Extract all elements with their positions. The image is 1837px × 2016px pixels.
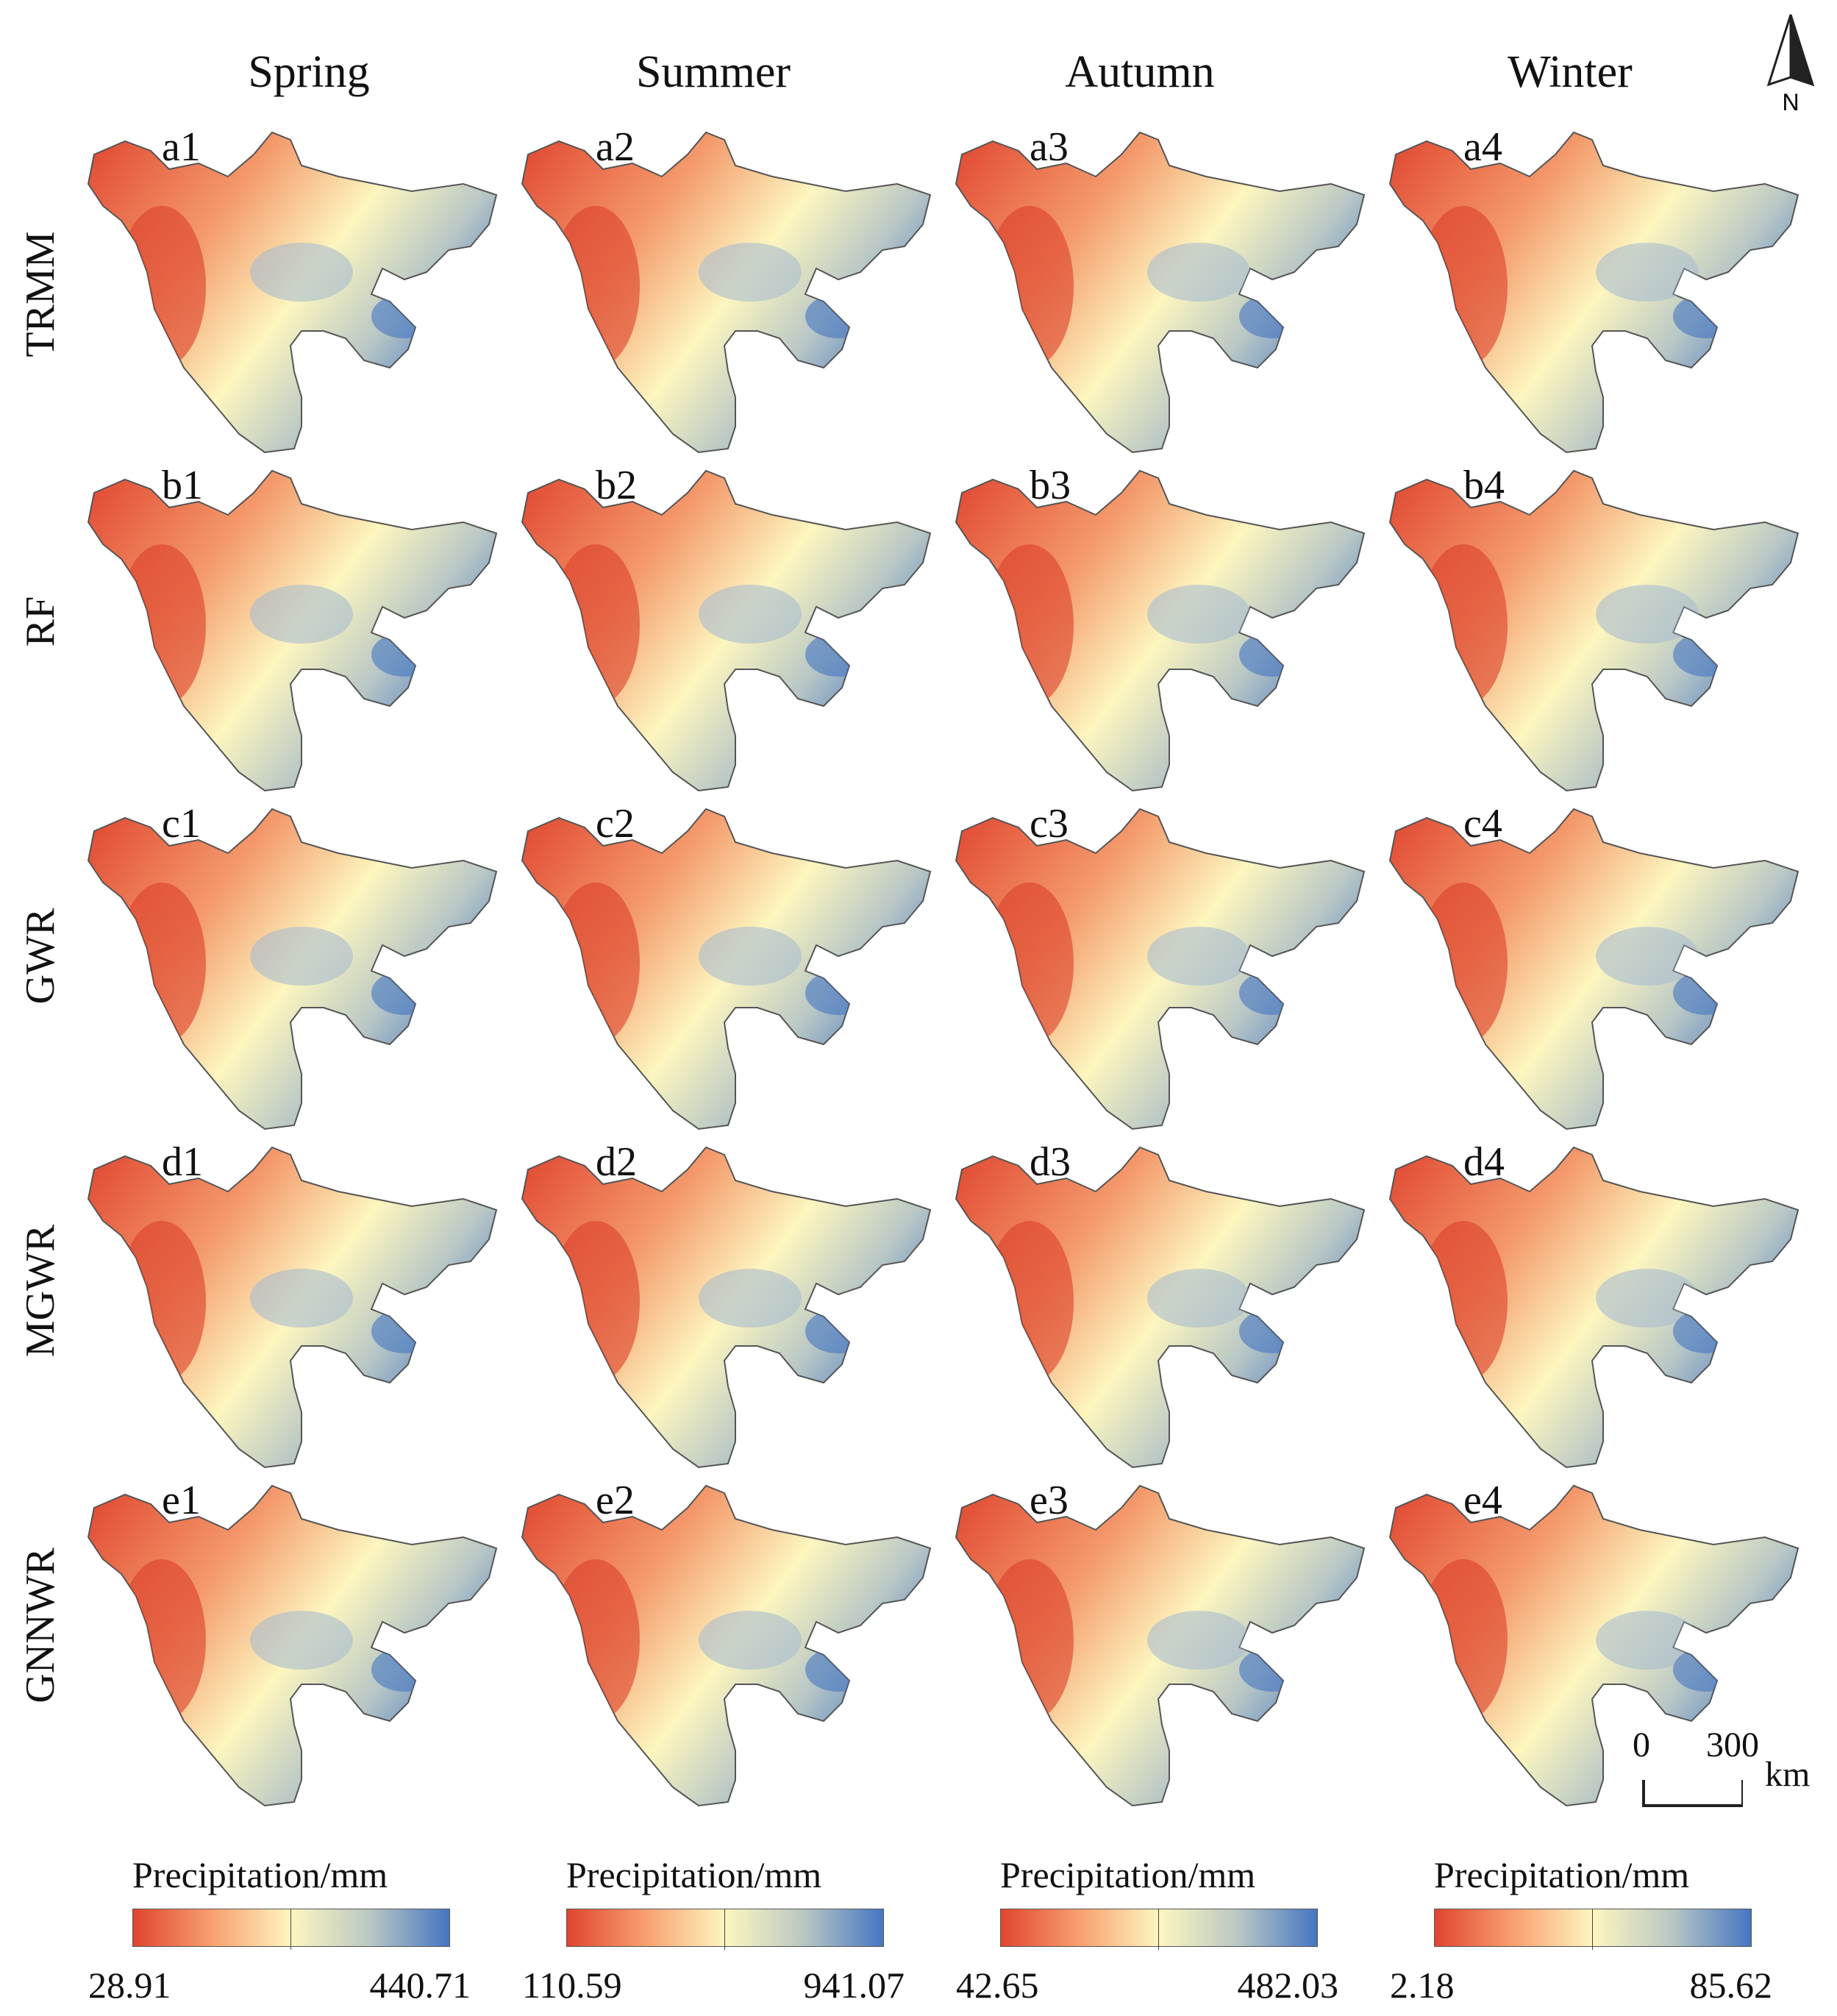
panel-label: b1 — [162, 463, 203, 508]
row-label-text: RF — [18, 596, 63, 647]
legend-max: 440.71 — [369, 1965, 471, 2006]
precipitation-map — [955, 1146, 1366, 1469]
map-panel-a1: a1 — [81, 125, 507, 456]
north-arrow-icon: N — [1761, 11, 1820, 115]
precipitation-map — [1388, 1146, 1799, 1469]
map-panel-c4: c4 — [1383, 802, 1809, 1133]
map-panel-c2: c2 — [515, 802, 941, 1133]
map-panel-d3: d3 — [949, 1140, 1375, 1471]
map-panel-d2: d2 — [515, 1140, 941, 1471]
map-panel-a4: a4 — [1383, 125, 1809, 456]
map-panel-e2: e2 — [515, 1478, 941, 1809]
legend-colorbar — [132, 1909, 450, 1947]
precipitation-map — [87, 808, 498, 1130]
precipitation-map — [87, 469, 498, 792]
legend-title: Precipitation/mm — [1434, 1854, 1690, 1895]
precipitation-map — [87, 131, 498, 454]
row-label-text: GWR — [18, 908, 63, 1005]
precipitation-map — [1388, 131, 1799, 454]
scale-max: 300 — [1706, 1725, 1759, 1764]
map-panel-b2: b2 — [515, 463, 941, 794]
panel-label: e3 — [1030, 1478, 1069, 1523]
precipitation-map — [521, 1484, 932, 1807]
row-label-text: TRMM — [18, 231, 63, 357]
panel-label: b2 — [596, 463, 637, 508]
map-panel-b3: b3 — [949, 463, 1375, 794]
map-panel-d4: d4 — [1383, 1140, 1809, 1471]
column-header-winter: Winter — [1508, 47, 1633, 97]
precipitation-map — [1388, 808, 1799, 1130]
panel-label: a2 — [596, 124, 635, 170]
legend-midtick — [724, 1909, 725, 1950]
panel-label: a4 — [1463, 124, 1502, 170]
scale-bar: 0 300 km — [1633, 1725, 1837, 1813]
legend-title: Precipitation/mm — [566, 1854, 822, 1895]
panel-label: c3 — [1030, 801, 1069, 847]
legend-min: 2.18 — [1390, 1965, 1455, 2006]
legend-max: 941.07 — [803, 1965, 905, 2006]
panel-label: d4 — [1463, 1139, 1505, 1185]
panel-label: b4 — [1463, 463, 1505, 508]
panel-label: e4 — [1463, 1478, 1502, 1523]
legend-title: Precipitation/mm — [1000, 1854, 1256, 1895]
legend-max: 85.62 — [1689, 1965, 1773, 2006]
map-panel-d1: d1 — [81, 1140, 507, 1471]
column-header-summer: Summer — [635, 47, 791, 97]
panel-label: c4 — [1463, 801, 1502, 847]
panel-label: b3 — [1030, 463, 1071, 508]
map-panel-b1: b1 — [81, 463, 507, 794]
map-panel-e4: e4 — [1383, 1478, 1809, 1809]
column-header-spring: Spring — [248, 47, 370, 97]
precipitation-map — [87, 1484, 498, 1807]
panel-label: d3 — [1030, 1139, 1071, 1185]
map-panel-e1: e1 — [81, 1478, 507, 1809]
precipitation-map — [955, 808, 1366, 1130]
map-panel-a2: a2 — [515, 125, 941, 456]
row-label-text: MGWR — [18, 1224, 63, 1358]
precipitation-map — [521, 808, 932, 1130]
north-label: N — [1782, 89, 1799, 114]
panel-label: a1 — [162, 124, 201, 170]
map-panel-e3: e3 — [949, 1478, 1375, 1809]
legend-min: 28.91 — [88, 1965, 171, 2006]
precipitation-map — [955, 131, 1366, 454]
precipitation-map — [87, 1146, 498, 1469]
map-panel-b4: b4 — [1383, 463, 1809, 794]
panel-label: d2 — [596, 1139, 637, 1185]
precipitation-map — [955, 469, 1366, 792]
scale-zero: 0 — [1633, 1725, 1650, 1764]
panel-label: e2 — [596, 1478, 635, 1523]
legend-midtick — [1592, 1909, 1593, 1950]
legend-min: 110.59 — [522, 1965, 622, 2006]
legend-colorbar — [566, 1909, 884, 1947]
map-panel-c3: c3 — [949, 802, 1375, 1133]
panel-label: a3 — [1030, 124, 1069, 170]
precipitation-map — [1388, 469, 1799, 792]
column-header-autumn: Autumn — [1065, 47, 1215, 97]
legend-max: 482.03 — [1237, 1965, 1339, 2006]
panel-label: d1 — [162, 1139, 203, 1185]
legend-colorbar — [1434, 1909, 1752, 1947]
panel-label: c1 — [162, 801, 201, 847]
legend-title: Precipitation/mm — [132, 1854, 388, 1895]
panel-label: e1 — [162, 1478, 201, 1523]
legend-midtick — [290, 1909, 291, 1950]
precipitation-map — [521, 469, 932, 792]
map-panel-c1: c1 — [81, 802, 507, 1133]
scale-unit: km — [1765, 1755, 1811, 1794]
precipitation-map — [955, 1484, 1366, 1807]
precipitation-map — [521, 1146, 932, 1469]
legend-midtick — [1158, 1909, 1159, 1950]
legend-min: 42.65 — [956, 1965, 1039, 2006]
map-panel-a3: a3 — [949, 125, 1375, 456]
scale-line — [1642, 1780, 1743, 1807]
panel-label: c2 — [596, 801, 635, 847]
precipitation-map — [521, 131, 932, 454]
row-label-text: GNNWR — [18, 1547, 63, 1703]
legend-colorbar — [1000, 1909, 1318, 1947]
precipitation-map — [1388, 1484, 1799, 1807]
